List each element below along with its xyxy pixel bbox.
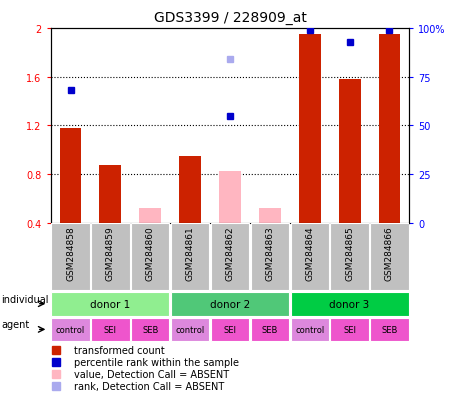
Bar: [131, 318, 169, 342]
Text: GSM284862: GSM284862: [225, 226, 234, 280]
Text: SEI: SEI: [342, 325, 355, 334]
Text: value, Detection Call = ABSENT: value, Detection Call = ABSENT: [74, 369, 229, 379]
Text: SEB: SEB: [142, 325, 158, 334]
Title: GDS3399 / 228909_at: GDS3399 / 228909_at: [153, 11, 306, 25]
Text: percentile rank within the sample: percentile rank within the sample: [74, 357, 238, 367]
Bar: [258, 209, 280, 223]
Bar: [91, 318, 129, 342]
Bar: [250, 318, 288, 342]
Bar: [139, 209, 161, 223]
Text: GSM284865: GSM284865: [344, 226, 353, 280]
Text: rank, Detection Call = ABSENT: rank, Detection Call = ABSENT: [74, 381, 224, 391]
Text: GSM284863: GSM284863: [265, 226, 274, 280]
Bar: [171, 224, 209, 290]
Text: GSM284858: GSM284858: [66, 226, 75, 280]
Bar: [218, 172, 241, 223]
Text: GSM284859: GSM284859: [106, 226, 115, 280]
Bar: [171, 292, 288, 316]
Bar: [60, 128, 81, 223]
Bar: [369, 224, 408, 290]
Bar: [330, 224, 368, 290]
Text: GSM284864: GSM284864: [305, 226, 313, 280]
Bar: [91, 224, 129, 290]
Bar: [378, 35, 399, 223]
Bar: [171, 318, 209, 342]
Bar: [290, 224, 328, 290]
Bar: [99, 166, 121, 223]
Text: individual: individual: [1, 294, 48, 304]
Text: donor 1: donor 1: [90, 299, 130, 309]
Bar: [210, 224, 249, 290]
Text: GSM284861: GSM284861: [185, 226, 194, 280]
Text: agent: agent: [1, 320, 29, 330]
Text: GSM284866: GSM284866: [384, 226, 393, 280]
Bar: [369, 318, 408, 342]
Bar: [131, 224, 169, 290]
Text: GSM284860: GSM284860: [146, 226, 154, 280]
Text: SEB: SEB: [381, 325, 397, 334]
Text: control: control: [175, 325, 204, 334]
Text: SEI: SEI: [104, 325, 117, 334]
Bar: [250, 224, 288, 290]
Bar: [338, 80, 360, 223]
Text: donor 3: donor 3: [329, 299, 369, 309]
Bar: [210, 318, 249, 342]
Text: control: control: [56, 325, 85, 334]
Bar: [51, 318, 90, 342]
Text: transformed count: transformed count: [74, 345, 164, 355]
Bar: [51, 224, 90, 290]
Text: control: control: [295, 325, 324, 334]
Text: SEI: SEI: [223, 325, 236, 334]
Bar: [298, 35, 320, 223]
Bar: [290, 318, 328, 342]
Text: SEB: SEB: [261, 325, 277, 334]
Bar: [51, 292, 169, 316]
Bar: [290, 292, 408, 316]
Bar: [330, 318, 368, 342]
Text: donor 2: donor 2: [209, 299, 250, 309]
Bar: [179, 156, 201, 223]
